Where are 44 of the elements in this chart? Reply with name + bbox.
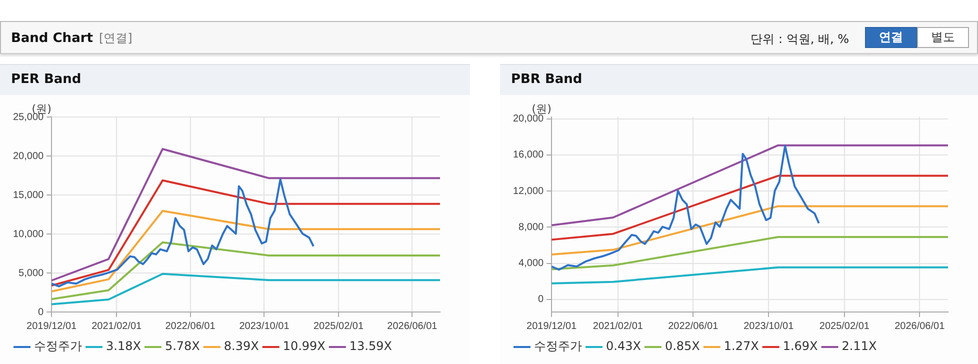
- y-tick-label: 10,000: [12, 228, 44, 240]
- x-tick-label: 2025/02/01: [819, 320, 870, 332]
- x-tick-label: 2019/12/01: [26, 320, 78, 332]
- legend-label: 2.11X: [842, 339, 877, 354]
- legend-label: 5.78X: [164, 339, 200, 354]
- x-tick-label: 2021/02/01: [92, 320, 142, 332]
- y-tick-label: 0: [38, 306, 44, 318]
- text: Band Chart: [11, 31, 93, 46]
- chart-title: PER Band: [0, 64, 470, 95]
- x-tick-label: 2026/06/01: [387, 320, 438, 332]
- y-tick-label: 15,000: [12, 190, 44, 201]
- legend-label: 13.59X: [349, 339, 392, 354]
- x-tick-label: 2025/02/01: [314, 320, 364, 332]
- x-tick-label: 2019/12/01: [526, 320, 578, 332]
- text: [연결]: [98, 31, 132, 45]
- legend-label: 3.18X: [106, 339, 141, 354]
- x-tick-label: 2021/02/01: [592, 320, 644, 332]
- text: 단위 : 억원, 배, %: [750, 31, 849, 48]
- legend-label: 10.99X: [282, 339, 326, 354]
- y-tick-label: 20,000: [512, 114, 544, 125]
- legend-label: 수정주가: [34, 339, 82, 354]
- x-tick-label: 2026/06/01: [894, 320, 946, 332]
- y-tick-label: 20,000: [12, 150, 44, 162]
- text: 연결: [865, 27, 917, 48]
- x-tick-label: 2022/06/01: [165, 320, 216, 332]
- chart-title: PBR Band: [500, 64, 978, 95]
- legend-label: 1.27X: [724, 339, 759, 354]
- legend-label: 8.39X: [224, 339, 259, 354]
- y-tick-label: 8,000: [518, 222, 544, 233]
- y-axis-title: (원): [532, 102, 552, 116]
- y-tick-label: 0: [538, 294, 544, 306]
- y-tick-label: 16,000: [512, 150, 544, 161]
- y-tick-label: 12,000: [512, 186, 544, 197]
- legend-label: 수정주가: [534, 339, 582, 354]
- y-tick-label: 5,000: [18, 268, 44, 279]
- x-tick-label: 2023/10/01: [744, 320, 794, 332]
- text: 별도: [917, 27, 969, 48]
- y-tick-label: 4,000: [518, 258, 544, 269]
- y-axis-title: (원): [32, 102, 52, 116]
- legend-label: 1.69X: [782, 339, 818, 354]
- legend-label: 0.43X: [606, 339, 641, 354]
- x-tick-label: 2022/06/01: [668, 320, 719, 332]
- x-tick-label: 2023/10/01: [239, 320, 290, 332]
- legend-label: 0.85X: [664, 339, 700, 354]
